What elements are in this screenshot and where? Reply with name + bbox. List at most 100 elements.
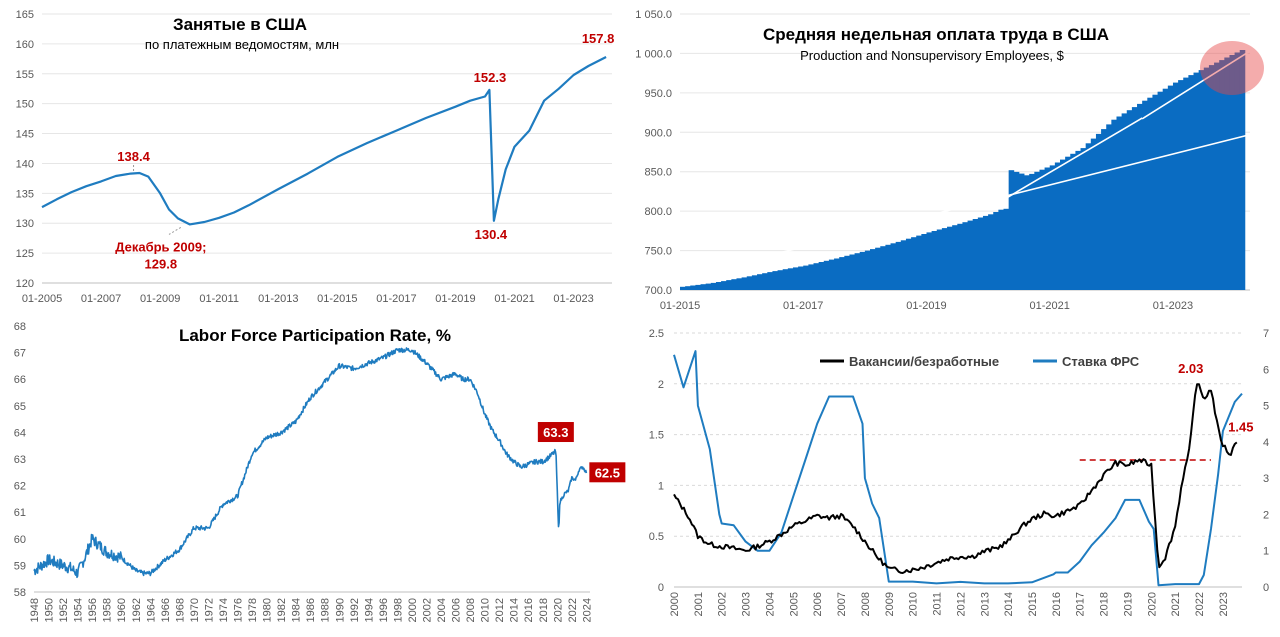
earnings-bar xyxy=(864,250,871,290)
vacancies-fed-chart: 0 0.5 1 1.5 2 2.5 0 1 2 3 4 5 6 7 2000 2001 2002 2003 2004… xyxy=(630,318,1280,637)
annotation-label: 63.3 xyxy=(543,425,568,440)
y-tick-label-left: 0 xyxy=(658,582,664,594)
annotation-label: 152.3 xyxy=(474,70,507,85)
earnings-bar xyxy=(1013,171,1020,290)
earnings-bar xyxy=(746,276,753,290)
x-tick-label: 1964 xyxy=(145,598,157,622)
x-tick-label: 2008 xyxy=(860,592,872,616)
earnings-bar xyxy=(705,283,712,290)
y-tick-label-right: 7 xyxy=(1263,328,1269,340)
earnings-bar xyxy=(757,274,763,290)
earnings-bar xyxy=(936,229,943,290)
earnings-bar xyxy=(916,235,922,290)
earnings-bar xyxy=(803,265,809,290)
x-tick-label: 01-2017 xyxy=(376,293,416,305)
earnings-bar xyxy=(957,223,963,290)
earnings-bar xyxy=(1147,97,1153,290)
trend-line xyxy=(987,117,1143,210)
vacancies-fed-chart-svg: 0 0.5 1 1.5 2 2.5 0 1 2 3 4 5 6 7 2000 2001 2002 2003 2004… xyxy=(649,328,1269,616)
x-tick-label: 2017 xyxy=(1075,592,1087,616)
legend-label-fed: Ставка ФРС xyxy=(1062,354,1140,369)
earnings-bar xyxy=(875,247,881,290)
earnings-bar xyxy=(834,258,840,290)
x-tick-label: 2012 xyxy=(494,598,506,622)
earnings-bar xyxy=(982,215,989,290)
y-tick-label: 66 xyxy=(14,374,26,386)
x-tick-label: 2001 xyxy=(693,592,705,616)
y-tick-label-left: 0.5 xyxy=(649,531,664,543)
earnings-bar xyxy=(1142,100,1148,290)
x-tick-label: 2008 xyxy=(465,598,477,622)
x-tick-label: 2013 xyxy=(979,592,991,616)
earnings-bar xyxy=(1224,57,1230,290)
earnings-bar xyxy=(885,244,891,290)
x-tick-label: 1968 xyxy=(174,598,186,622)
x-tick-label: 2018 xyxy=(538,598,550,622)
earnings-bar xyxy=(1162,88,1169,290)
earnings-bar xyxy=(905,238,912,290)
x-tick-label: 1960 xyxy=(116,598,128,622)
earnings-bar xyxy=(911,237,917,290)
earnings-bar xyxy=(767,272,773,290)
employment-chart: 120 125 130 135 140 145 150 155 160 165 01-2005 01-… xyxy=(0,0,628,318)
y-tick-label: 135 xyxy=(16,188,34,200)
earnings-bar xyxy=(1034,171,1040,290)
earnings-bar xyxy=(1095,133,1102,290)
y-tick-label: 59 xyxy=(14,560,26,572)
earnings-bar xyxy=(900,240,907,290)
y-tick-label: 140 xyxy=(16,158,34,170)
x-tick-label: 1978 xyxy=(247,598,259,622)
earnings-bar xyxy=(695,284,701,290)
x-tick-label: 2019 xyxy=(1122,592,1134,616)
annotation-label: 138.4 xyxy=(117,149,150,164)
earnings-bar xyxy=(947,226,953,290)
y-tick-label: 130 xyxy=(16,218,34,230)
chart-subtitle: Production and Nonsupervisory Employees,… xyxy=(800,48,1065,63)
earnings-bar xyxy=(1121,113,1128,291)
chart-title: Средняя недельная оплата труда в США xyxy=(763,25,1109,44)
earnings-bar xyxy=(895,241,902,290)
x-tick-label: 2003 xyxy=(741,592,753,616)
earnings-bar xyxy=(1172,82,1179,290)
y-tick-label: 700.0 xyxy=(644,285,672,297)
earnings-bar xyxy=(1060,159,1066,290)
x-tick-label: 1988 xyxy=(320,598,332,622)
y-tick-label: 145 xyxy=(16,129,34,141)
x-tick-label: 2007 xyxy=(836,592,848,616)
earnings-bar xyxy=(777,270,784,290)
x-tick-label: 1976 xyxy=(233,598,245,622)
annotation-label: 1.45 xyxy=(1228,420,1253,435)
earnings-bar xyxy=(1080,148,1087,290)
x-tick-label: 1992 xyxy=(349,598,361,622)
y-tick-label-right: 2 xyxy=(1263,509,1269,521)
y-tick-label: 1 050.0 xyxy=(635,9,672,21)
y-tick-label: 850.0 xyxy=(644,167,672,179)
x-tick-label: 2015 xyxy=(1027,592,1039,616)
x-tick-label: 1970 xyxy=(189,598,201,622)
earnings-bar xyxy=(813,263,820,290)
y-tick-label: 800.0 xyxy=(644,206,672,218)
y-tick-label: 62 xyxy=(14,481,26,493)
x-tick-label: 01-2015 xyxy=(660,300,700,312)
y-tick-label: 900.0 xyxy=(644,127,672,139)
earnings-bar xyxy=(844,255,850,290)
earnings-bar xyxy=(1018,173,1025,290)
y-tick-label: 125 xyxy=(16,248,34,260)
x-tick-label: 01-2021 xyxy=(494,293,534,305)
earnings-bar xyxy=(1188,75,1194,290)
x-tick-label: 1952 xyxy=(58,598,70,622)
earnings-bar xyxy=(710,282,717,290)
y-tick-label: 68 xyxy=(14,321,26,333)
x-tick-label: 1954 xyxy=(73,598,85,622)
y-tick-label-left: 2.5 xyxy=(649,328,664,340)
y-tick-label: 160 xyxy=(16,39,34,51)
highlight-ellipse xyxy=(1200,41,1264,95)
x-tick-label: 1980 xyxy=(262,598,274,622)
earnings-bar xyxy=(1075,150,1081,290)
earnings-bar xyxy=(1214,62,1220,290)
earnings-bar xyxy=(1029,173,1035,290)
x-tick-label: 1986 xyxy=(305,598,317,622)
earnings-bar xyxy=(1178,80,1184,290)
earnings-bar xyxy=(787,268,794,290)
weekly-earnings-chart: 700.0 750.0 800.0 850.0 900.0 950.0 1 000.0 1 0… xyxy=(630,0,1280,318)
